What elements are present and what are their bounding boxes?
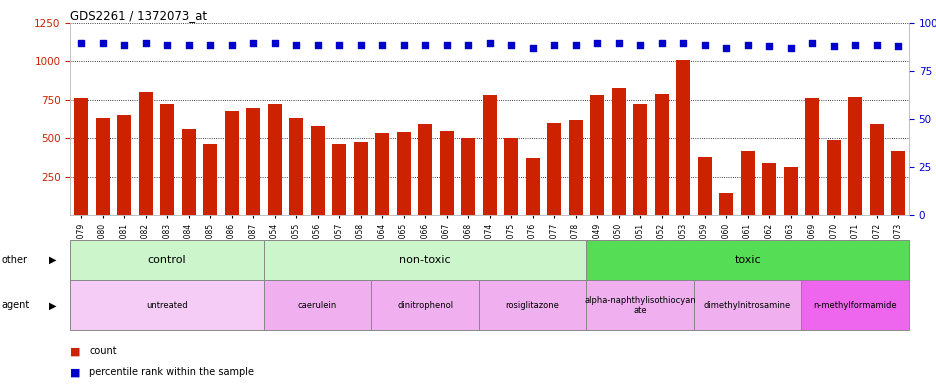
Bar	[139, 92, 153, 215]
Bar	[611, 88, 625, 215]
Text: percentile rank within the sample: percentile rank within the sample	[89, 367, 254, 377]
Bar	[804, 98, 818, 215]
Bar	[761, 163, 775, 215]
Bar	[246, 108, 260, 215]
Text: n-methylformamide: n-methylformamide	[812, 301, 896, 310]
Text: count: count	[89, 346, 116, 356]
Point	[73, 40, 88, 46]
Bar	[718, 193, 732, 215]
Bar	[396, 132, 410, 215]
Point	[181, 42, 196, 48]
Point	[267, 40, 282, 46]
Bar	[225, 111, 239, 215]
Bar	[739, 151, 753, 215]
Point	[116, 41, 131, 48]
Point	[847, 42, 862, 48]
Text: ■: ■	[70, 346, 80, 356]
Bar	[697, 157, 710, 215]
Bar	[654, 94, 668, 215]
Bar	[439, 131, 453, 215]
Bar	[203, 144, 217, 215]
Point	[288, 41, 303, 48]
Point	[245, 40, 260, 46]
Bar	[547, 123, 561, 215]
Point	[138, 40, 153, 46]
Point	[632, 41, 647, 48]
Point	[589, 40, 604, 46]
Bar	[182, 129, 196, 215]
Point	[653, 40, 668, 46]
Point	[461, 42, 475, 48]
Bar	[417, 124, 431, 215]
Point	[331, 42, 346, 48]
Bar	[374, 133, 388, 215]
Point	[95, 40, 110, 46]
Bar	[310, 126, 324, 215]
Bar	[890, 151, 904, 215]
Text: other: other	[2, 255, 28, 265]
Point	[890, 43, 905, 49]
Text: dinitrophenol: dinitrophenol	[397, 301, 453, 310]
Text: GDS2261 / 1372073_at: GDS2261 / 1372073_at	[70, 9, 207, 22]
Text: control: control	[148, 255, 186, 265]
Point	[804, 40, 819, 46]
Bar	[353, 142, 367, 215]
Point	[202, 42, 217, 48]
Point	[826, 43, 841, 49]
Text: rosiglitazone: rosiglitazone	[505, 301, 559, 310]
Text: alpha-naphthylisothiocyan
ate: alpha-naphthylisothiocyan ate	[584, 296, 695, 315]
Point	[481, 40, 496, 46]
Bar	[268, 104, 281, 215]
Text: untreated: untreated	[146, 301, 187, 310]
Point	[417, 41, 432, 48]
Text: agent: agent	[2, 300, 30, 310]
Text: caerulein: caerulein	[298, 301, 337, 310]
Bar	[331, 144, 345, 215]
Point	[374, 42, 389, 48]
Point	[739, 42, 754, 48]
Bar	[482, 95, 496, 215]
Bar	[847, 97, 861, 215]
Text: toxic: toxic	[734, 255, 760, 265]
Bar	[568, 120, 582, 215]
Bar	[95, 118, 110, 215]
Point	[718, 45, 733, 51]
Bar	[869, 124, 883, 215]
Point	[675, 40, 690, 46]
Bar	[461, 138, 475, 215]
Point	[224, 41, 239, 48]
Bar	[590, 95, 604, 215]
Bar	[160, 104, 174, 215]
Bar	[826, 140, 840, 215]
Point	[567, 42, 582, 48]
Text: ▶: ▶	[49, 255, 56, 265]
Bar	[525, 158, 539, 215]
Bar	[676, 60, 689, 215]
Bar	[633, 104, 647, 215]
Point	[610, 40, 625, 46]
Point	[159, 41, 174, 48]
Text: ■: ■	[70, 367, 80, 377]
Point	[310, 42, 325, 48]
Bar	[74, 98, 88, 215]
Text: non-toxic: non-toxic	[399, 255, 450, 265]
Text: dimethylnitrosamine: dimethylnitrosamine	[703, 301, 790, 310]
Text: ▶: ▶	[49, 300, 56, 310]
Point	[353, 42, 368, 48]
Bar	[504, 138, 518, 215]
Point	[869, 42, 884, 48]
Point	[503, 42, 518, 48]
Point	[396, 42, 411, 48]
Point	[439, 42, 454, 48]
Point	[782, 45, 797, 51]
Point	[524, 45, 539, 51]
Point	[696, 42, 711, 48]
Bar	[289, 118, 302, 215]
Point	[761, 43, 776, 49]
Bar	[782, 167, 797, 215]
Point	[546, 42, 561, 48]
Bar	[117, 115, 131, 215]
